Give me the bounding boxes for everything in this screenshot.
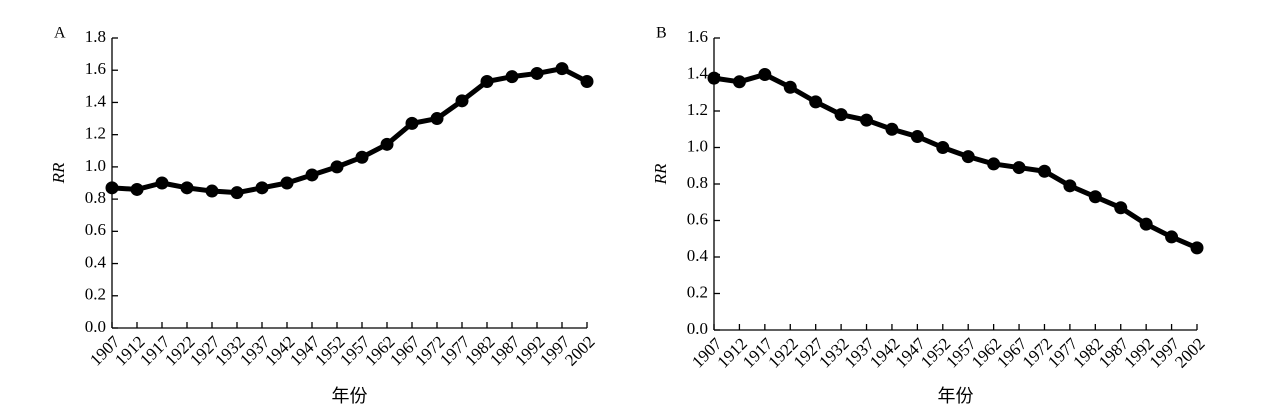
data-point <box>1165 230 1179 244</box>
y-tick-label: 0.2 <box>687 282 708 301</box>
data-point <box>105 181 119 195</box>
data-point <box>155 176 169 190</box>
data-point <box>987 157 1001 171</box>
data-point <box>1012 161 1026 175</box>
y-axis-label: RR <box>651 163 670 185</box>
data-point <box>380 137 394 151</box>
data-point <box>1063 179 1077 193</box>
data-point <box>1114 201 1128 215</box>
x-axis-label: 年份 <box>332 386 368 406</box>
y-axis-label: RR <box>49 162 68 184</box>
x-tick-label: 2002 <box>1171 334 1208 371</box>
data-point <box>205 184 219 198</box>
data-point <box>280 176 294 190</box>
data-point <box>430 112 444 126</box>
data-point <box>180 181 194 195</box>
data-point <box>330 160 344 174</box>
data-line <box>713 72 1198 251</box>
data-point <box>758 68 772 81</box>
data-point <box>555 62 569 76</box>
data-point <box>480 75 494 88</box>
y-tick-label: 1.8 <box>85 27 106 46</box>
y-tick-label: 1.4 <box>687 63 709 82</box>
y-tick-label: 1.0 <box>687 136 708 155</box>
y-tick-label: 0.4 <box>687 246 709 265</box>
data-point <box>936 141 950 154</box>
data-point <box>455 94 469 108</box>
data-point <box>885 122 899 136</box>
x-tick-label: 2002 <box>561 332 598 369</box>
data-point <box>255 181 269 195</box>
data-line <box>111 66 589 196</box>
data-point <box>910 130 924 144</box>
y-tick-label: 0.8 <box>687 173 708 192</box>
y-tick-label: 1.0 <box>85 156 106 175</box>
y-tick-label: 1.6 <box>85 59 106 78</box>
data-point <box>230 186 244 200</box>
data-point <box>961 150 975 164</box>
data-point <box>355 150 369 164</box>
y-tick-label: 0.2 <box>85 285 106 304</box>
x-axis-label: 年份 <box>938 386 974 406</box>
data-point <box>809 95 823 109</box>
y-tick-label: 1.2 <box>85 124 106 143</box>
panel-label: B <box>656 25 667 42</box>
y-tick-label: 1.4 <box>85 91 107 110</box>
data-point <box>783 80 797 94</box>
data-point <box>860 113 874 127</box>
data-point <box>305 168 319 182</box>
y-tick-label: 0.6 <box>687 209 708 228</box>
y-tick-label: 0.4 <box>85 252 107 271</box>
data-point <box>530 66 544 80</box>
data-point <box>505 70 519 84</box>
y-tick-label: 0.0 <box>85 317 106 336</box>
data-point <box>834 108 848 122</box>
y-tick-label: 0.6 <box>85 220 106 239</box>
data-point <box>707 71 721 85</box>
data-point <box>1088 190 1102 204</box>
data-point <box>1139 217 1153 231</box>
y-tick-label: 0.8 <box>85 188 106 207</box>
data-point <box>1037 164 1051 178</box>
y-tick-label: 1.2 <box>687 100 708 119</box>
data-point <box>1190 241 1204 255</box>
data-point <box>732 75 746 89</box>
y-tick-label: 1.6 <box>687 27 708 46</box>
data-point <box>580 75 594 88</box>
data-point <box>405 116 419 130</box>
y-tick-label: 0.0 <box>687 319 708 338</box>
panel-label: A <box>54 25 66 42</box>
data-point <box>130 182 144 196</box>
